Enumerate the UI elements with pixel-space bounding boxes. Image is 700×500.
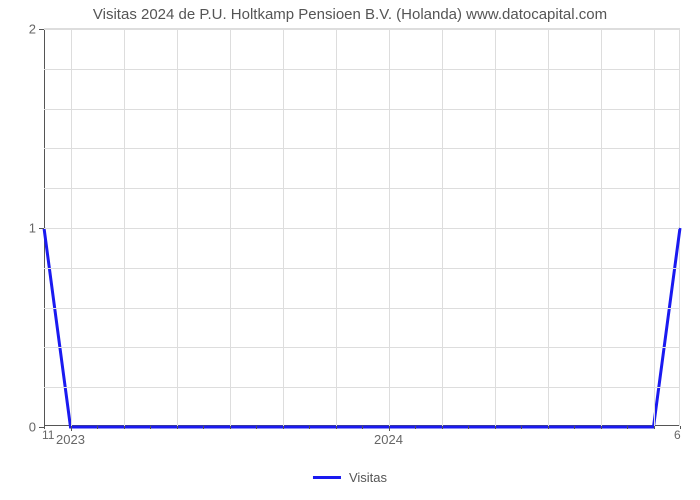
gridline-horizontal	[44, 29, 679, 30]
x-tick-mark-minor	[124, 426, 125, 429]
x-tick-mark-minor	[601, 426, 602, 429]
x-tick-mark-minor	[256, 426, 257, 429]
gridline-horizontal-minor	[44, 308, 679, 309]
chart-container: Visitas 2024 de P.U. Holtkamp Pensioen B…	[0, 0, 700, 500]
x-tick-mark-minor	[336, 426, 337, 429]
x-tick-mark-minor	[362, 426, 363, 429]
chart-title: Visitas 2024 de P.U. Holtkamp Pensioen B…	[0, 6, 700, 23]
legend-swatch	[313, 476, 341, 479]
corner-label-bottom-right: 6	[674, 428, 681, 442]
gridline-horizontal	[44, 228, 679, 229]
gridline-horizontal-minor	[44, 148, 679, 149]
x-tick-mark-minor	[495, 426, 496, 429]
gridline-horizontal-minor	[44, 69, 679, 70]
x-tick-mark-minor	[468, 426, 469, 429]
x-tick-mark-minor	[654, 426, 655, 429]
x-tick-mark-minor	[574, 426, 575, 429]
legend: Visitas	[313, 470, 387, 485]
y-tick-mark	[39, 29, 44, 30]
x-tick-mark-minor	[283, 426, 284, 429]
x-tick-mark-minor	[97, 426, 98, 429]
x-tick-mark-minor	[521, 426, 522, 429]
x-tick-label: 2023	[56, 426, 85, 447]
x-tick-mark-minor	[548, 426, 549, 429]
gridline-horizontal-minor	[44, 109, 679, 110]
gridline-horizontal-minor	[44, 188, 679, 189]
gridline-horizontal-minor	[44, 347, 679, 348]
legend-label: Visitas	[349, 470, 387, 485]
plot-area: 01220232024	[44, 28, 680, 426]
y-tick-mark	[39, 228, 44, 229]
x-tick-mark-minor	[309, 426, 310, 429]
x-tick-mark-minor	[230, 426, 231, 429]
x-tick-mark-minor	[442, 426, 443, 429]
x-tick-label: 2024	[374, 426, 403, 447]
gridline-horizontal-minor	[44, 387, 679, 388]
x-tick-mark-minor	[177, 426, 178, 429]
x-tick-mark-minor	[150, 426, 151, 429]
x-tick-mark-minor	[627, 426, 628, 429]
corner-label-bottom-left: 11	[42, 428, 54, 442]
x-tick-mark-minor	[415, 426, 416, 429]
gridline-horizontal-minor	[44, 268, 679, 269]
x-tick-mark-minor	[203, 426, 204, 429]
